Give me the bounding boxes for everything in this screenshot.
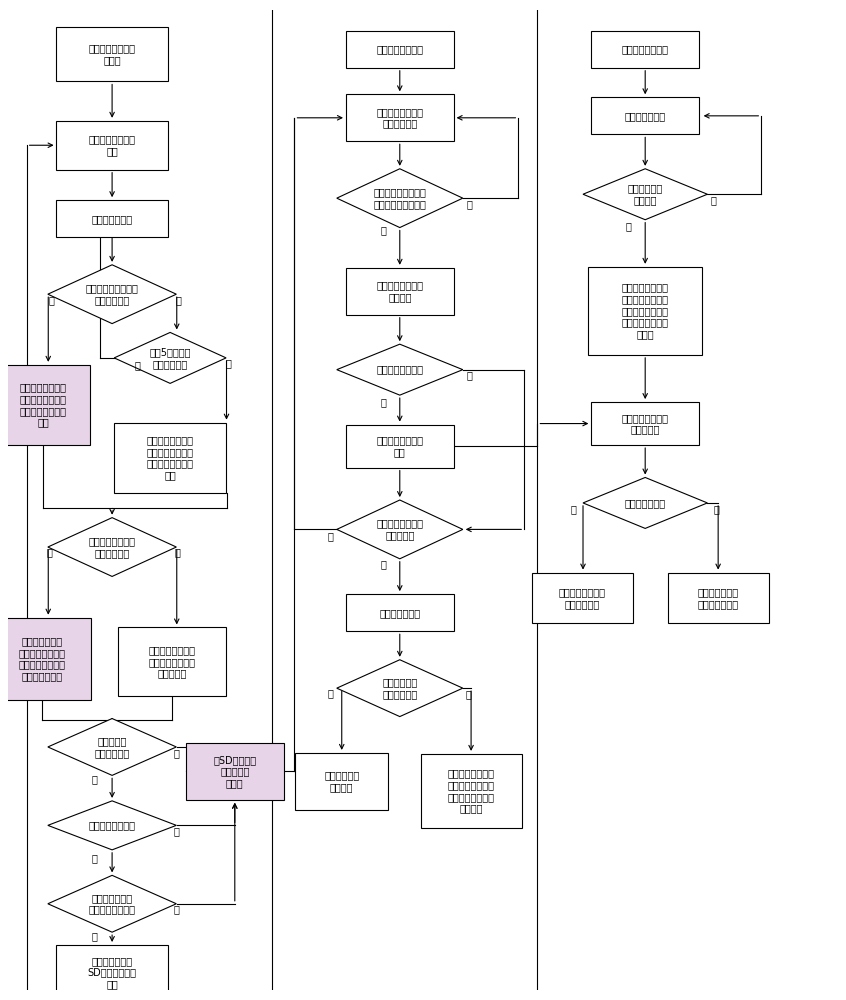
Text: 各传感器进行数据
采集: 各传感器进行数据 采集: [89, 134, 135, 156]
Polygon shape: [114, 332, 226, 383]
FancyBboxPatch shape: [588, 267, 702, 355]
FancyBboxPatch shape: [56, 121, 168, 170]
Text: 向客户端发送报警
信息: 向客户端发送报警 信息: [376, 435, 423, 457]
Text: 否: 否: [174, 547, 180, 557]
Text: 是: 是: [173, 905, 179, 915]
Text: 解析客户端指令: 解析客户端指令: [379, 608, 420, 618]
FancyBboxPatch shape: [0, 365, 90, 445]
Text: 当前环境参数是否
超出安全范围: 当前环境参数是否 超出安全范围: [89, 536, 135, 558]
FancyBboxPatch shape: [420, 754, 522, 828]
FancyBboxPatch shape: [346, 94, 453, 141]
FancyBboxPatch shape: [591, 402, 699, 445]
Text: 监听服务器请求: 监听服务器请求: [91, 214, 133, 224]
Text: 是否向服务器
发送请求: 是否向服务器 发送请求: [628, 183, 662, 205]
Polygon shape: [48, 801, 176, 850]
Text: 将当前环境数据以
及时间信息进行压
缩打包处理: 将当前环境数据以 及时间信息进行压 缩打包处理: [148, 645, 195, 678]
Polygon shape: [583, 477, 707, 528]
Text: 用户选择实时数据
查询，历史数据查
询，或位置查询功
能，将消息发送至
客户端: 用户选择实时数据 查询，历史数据查 询，或位置查询功 能，将消息发送至 客户端: [622, 283, 668, 339]
Text: 否: 否: [465, 689, 471, 699]
Polygon shape: [48, 518, 176, 576]
Text: 是: 是: [173, 748, 179, 758]
FancyBboxPatch shape: [114, 423, 226, 493]
Text: 微处理器立即获取
实时参数，并通过
补偿算法提高数据
精度: 微处理器立即获取 实时参数，并通过 补偿算法提高数据 精度: [19, 383, 67, 427]
Text: 服务器程序初始化: 服务器程序初始化: [376, 44, 423, 54]
Text: 是否包含报警信息: 是否包含报警信息: [376, 365, 423, 375]
Text: 客户端程序初始化: 客户端程序初始化: [622, 44, 668, 54]
Text: 将SD存储卡内
数据发送至
服务器: 将SD存储卡内 数据发送至 服务器: [213, 755, 256, 788]
Text: 是否为报警信息: 是否为报警信息: [624, 498, 666, 508]
Text: 是: 是: [48, 295, 54, 305]
Text: 微处理器立即获取
实时参数，并通过
补偿算法提高数据
精度: 微处理器立即获取 实时参数，并通过 补偿算法提高数据 精度: [146, 435, 194, 480]
Polygon shape: [48, 719, 176, 775]
Text: 否: 否: [466, 371, 472, 381]
Text: 否: 否: [91, 853, 97, 863]
Text: 否: 否: [134, 360, 140, 370]
Text: 否: 否: [175, 295, 181, 305]
Text: 是: 是: [380, 397, 386, 407]
FancyBboxPatch shape: [346, 268, 453, 315]
Text: 生成相应报警信
息，并将当前环境
数据及时间信息进
行压缩打包处理: 生成相应报警信 息，并将当前环境 数据及时间信息进 行压缩打包处理: [18, 636, 65, 681]
FancyBboxPatch shape: [667, 573, 769, 623]
FancyBboxPatch shape: [591, 97, 699, 134]
Text: 环境参数测试装置
初始化: 环境参数测试装置 初始化: [89, 43, 135, 65]
FancyBboxPatch shape: [295, 753, 388, 810]
FancyBboxPatch shape: [56, 27, 168, 81]
Text: 是: 是: [571, 504, 577, 514]
Text: 提取相应数据信
息，解压并显示: 提取相应数据信 息，解压并显示: [698, 587, 739, 609]
FancyBboxPatch shape: [118, 627, 226, 696]
Text: 否: 否: [713, 504, 719, 514]
Text: 否: 否: [91, 931, 97, 941]
Text: 否: 否: [327, 531, 333, 541]
FancyBboxPatch shape: [346, 425, 453, 468]
Text: 否: 否: [91, 774, 97, 784]
FancyBboxPatch shape: [591, 31, 699, 68]
Text: 是: 是: [626, 222, 632, 232]
Text: 将环境数据放入
SD存储卡内进行
存储: 将环境数据放入 SD存储卡内进行 存储: [88, 956, 136, 989]
Polygon shape: [48, 265, 176, 324]
Text: 监听服务器数据发
送请求信息: 监听服务器数据发 送请求信息: [622, 413, 668, 434]
FancyBboxPatch shape: [186, 743, 283, 800]
Text: 引起手机震动，并
显示报警信息: 引起手机震动，并 显示报警信息: [558, 587, 606, 609]
FancyBboxPatch shape: [56, 945, 168, 999]
Text: 用户登录或注册: 用户登录或注册: [624, 111, 666, 121]
Text: 是: 是: [380, 226, 386, 235]
Text: 是否存在报警信息: 是否存在报警信息: [89, 820, 135, 830]
Polygon shape: [337, 660, 463, 717]
Text: 是: 是: [47, 547, 52, 557]
Text: 是否5分钟内未
进行数据采集: 是否5分钟内未 进行数据采集: [150, 347, 191, 369]
FancyBboxPatch shape: [0, 618, 91, 700]
Text: 监听测量装置端以
及客户端请求: 监听测量装置端以 及客户端请求: [376, 107, 423, 129]
Polygon shape: [337, 344, 463, 395]
Text: 是否接收到服务器的
数据请求信息: 是否接收到服务器的 数据请求信息: [85, 283, 139, 305]
Text: 是: 是: [380, 559, 386, 569]
Polygon shape: [583, 169, 707, 220]
Text: 是: 是: [327, 688, 333, 698]
FancyBboxPatch shape: [346, 594, 453, 631]
Text: 是否接收到测量装置
的数据发送请求信息: 是否接收到测量装置 的数据发送请求信息: [373, 187, 426, 209]
Text: 是: 是: [173, 826, 179, 836]
Text: 是否两小时之内
没有进行数据发送: 是否两小时之内 没有进行数据发送: [89, 893, 135, 915]
Polygon shape: [337, 169, 463, 228]
Polygon shape: [337, 500, 463, 559]
Text: 是否需要获取
实时环境数据: 是否需要获取 实时环境数据: [382, 677, 417, 699]
Text: 否: 否: [711, 195, 716, 205]
Polygon shape: [48, 875, 176, 932]
FancyBboxPatch shape: [531, 573, 633, 623]
Text: 提取数据库中相应
数据，进行压缩打
包等处理，并发送
至客户端: 提取数据库中相应 数据，进行压缩打 包等处理，并发送 至客户端: [448, 769, 495, 813]
Text: 向测量装置端
发送请求: 向测量装置端 发送请求: [324, 770, 360, 792]
Text: 是否接收到
服务器的请求: 是否接收到 服务器的请求: [95, 736, 129, 758]
Text: 是: 是: [225, 358, 231, 368]
FancyBboxPatch shape: [56, 200, 168, 237]
Text: 否: 否: [466, 199, 472, 209]
Text: 是否接收到客户端
的指令信息: 是否接收到客户端 的指令信息: [376, 519, 423, 540]
FancyBboxPatch shape: [346, 31, 453, 68]
Text: 将环境参数数据存
入数据库: 将环境参数数据存 入数据库: [376, 280, 423, 302]
